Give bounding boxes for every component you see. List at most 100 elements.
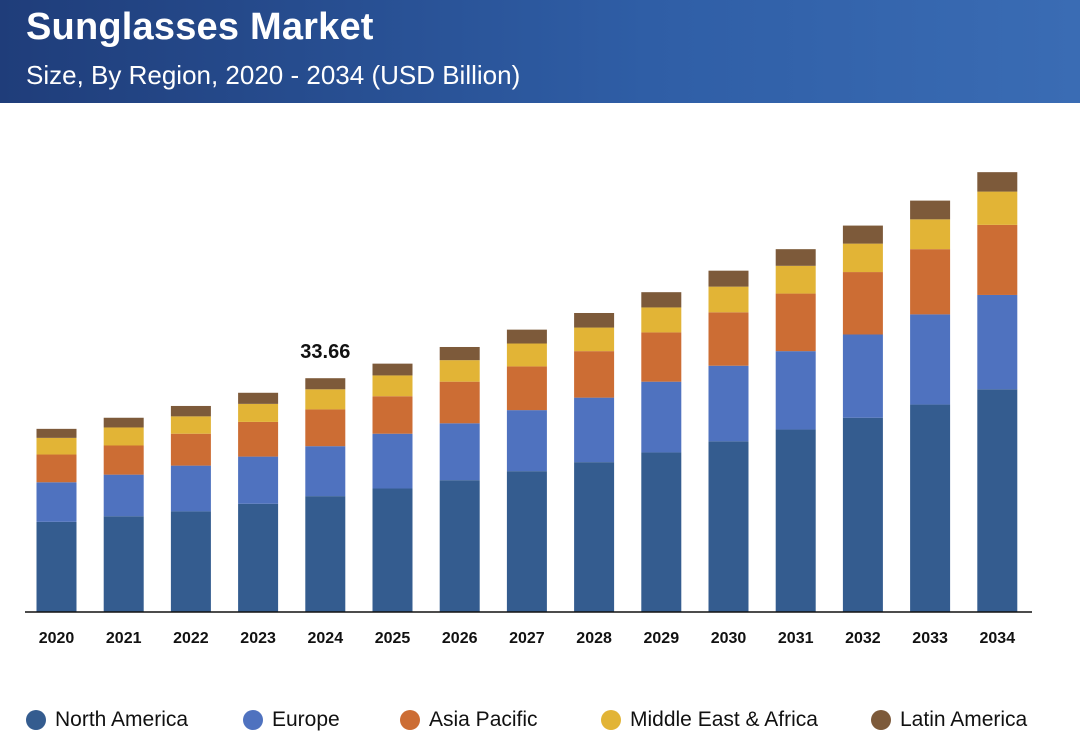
bar-europe-2027 bbox=[506, 410, 547, 472]
chart-subtitle: Size, By Region, 2020 - 2034 (USD Billio… bbox=[26, 60, 521, 90]
bar-stack-2031 bbox=[775, 249, 816, 612]
x-tick-label: 2024 bbox=[308, 630, 344, 647]
x-tick-label: 2028 bbox=[576, 630, 612, 647]
bar-latin-america-2030 bbox=[708, 270, 749, 287]
legend-item: North America bbox=[26, 706, 188, 734]
bar-latin-america-2020 bbox=[36, 428, 77, 438]
bar-asia-pacific-2029 bbox=[641, 332, 682, 382]
bar-north-america-2025 bbox=[372, 488, 413, 612]
bar-middle-east-africa-2033 bbox=[910, 219, 951, 250]
legend-label: Latin America bbox=[900, 708, 1028, 731]
bar-stack-2028 bbox=[574, 312, 615, 612]
bar-north-america-2020 bbox=[36, 521, 77, 612]
bar-europe-2031 bbox=[775, 351, 816, 430]
bar-stack-2029 bbox=[641, 292, 682, 612]
bar-asia-pacific-2027 bbox=[506, 366, 547, 411]
legend-item: Latin America bbox=[871, 706, 1027, 734]
bar-stack-2027 bbox=[506, 329, 547, 612]
chart-legend: North America Europe Asia Pacific Middle Ea… bbox=[0, 700, 1080, 740]
chart-header: Sunglasses Market Size, By Region, 2020 … bbox=[0, 0, 1080, 103]
bar-stack-2024 bbox=[305, 378, 346, 612]
bar-middle-east-africa-2029 bbox=[641, 307, 682, 333]
bar-middle-east-africa-2021 bbox=[103, 427, 144, 446]
bar-europe-2034 bbox=[977, 294, 1018, 390]
legend-swatch bbox=[400, 710, 420, 730]
bar-north-america-2024 bbox=[305, 496, 346, 612]
bar-middle-east-africa-2024 bbox=[305, 389, 346, 410]
legend-swatch bbox=[243, 710, 263, 730]
bar-europe-2028 bbox=[574, 397, 615, 463]
bar-middle-east-africa-2027 bbox=[506, 343, 547, 367]
x-tick-label: 2034 bbox=[980, 630, 1016, 647]
x-tick-label: 2026 bbox=[442, 630, 478, 647]
legend-item: Middle East & Africa bbox=[601, 706, 818, 734]
bar-middle-east-africa-2020 bbox=[36, 437, 77, 455]
bar-middle-east-africa-2022 bbox=[170, 416, 211, 434]
bar-stack-2022 bbox=[170, 405, 211, 612]
bar-north-america-2032 bbox=[842, 417, 883, 612]
bar-north-america-2028 bbox=[574, 462, 615, 612]
legend-swatch bbox=[601, 710, 621, 730]
bar-europe-2025 bbox=[372, 433, 413, 489]
bar-latin-america-2023 bbox=[238, 392, 279, 404]
bar-asia-pacific-2022 bbox=[170, 433, 211, 466]
bar-north-america-2029 bbox=[641, 452, 682, 612]
bar-europe-2026 bbox=[439, 423, 480, 481]
bar-stack-2021 bbox=[103, 417, 144, 612]
bar-middle-east-africa-2031 bbox=[775, 265, 816, 294]
bar-middle-east-africa-2030 bbox=[708, 286, 749, 313]
x-tick-label: 2029 bbox=[644, 630, 680, 647]
x-tick-label: 2027 bbox=[509, 630, 545, 647]
bar-middle-east-africa-2025 bbox=[372, 375, 413, 397]
x-tick-label: 2021 bbox=[106, 630, 142, 647]
bar-latin-america-2025 bbox=[372, 363, 413, 376]
bar-latin-america-2031 bbox=[775, 249, 816, 266]
bar-middle-east-africa-2032 bbox=[842, 243, 883, 273]
bar-asia-pacific-2034 bbox=[977, 224, 1018, 295]
bar-latin-america-2033 bbox=[910, 200, 951, 220]
bar-europe-2024 bbox=[305, 446, 346, 497]
x-tick-label: 2022 bbox=[173, 630, 209, 647]
bar-latin-america-2026 bbox=[439, 346, 480, 361]
bar-europe-2033 bbox=[910, 314, 951, 405]
bar-north-america-2031 bbox=[775, 429, 816, 612]
bar-stack-2023 bbox=[238, 392, 279, 612]
bar-asia-pacific-2033 bbox=[910, 249, 951, 315]
bar-north-america-2023 bbox=[238, 503, 279, 612]
x-tick-label: 2033 bbox=[912, 630, 948, 647]
bar-asia-pacific-2023 bbox=[238, 421, 279, 457]
chart-title: Sunglasses Market bbox=[26, 6, 374, 48]
bar-north-america-2027 bbox=[506, 471, 547, 612]
bar-latin-america-2021 bbox=[103, 417, 144, 428]
bar-north-america-2034 bbox=[977, 389, 1018, 612]
bar-latin-america-2027 bbox=[506, 329, 547, 344]
bar-north-america-2030 bbox=[708, 441, 749, 612]
bar-asia-pacific-2020 bbox=[36, 454, 77, 483]
bar-asia-pacific-2030 bbox=[708, 312, 749, 366]
bar-stack-2020 bbox=[36, 428, 77, 612]
bar-stack-2032 bbox=[842, 225, 883, 612]
bar-stack-2030 bbox=[708, 270, 749, 612]
bar-asia-pacific-2028 bbox=[574, 351, 615, 398]
bar-middle-east-africa-2028 bbox=[574, 327, 615, 352]
legend-item: Europe bbox=[243, 706, 340, 734]
legend-label: Asia Pacific bbox=[429, 708, 538, 731]
x-tick-label: 2031 bbox=[778, 630, 814, 647]
bar-north-america-2021 bbox=[103, 516, 144, 612]
legend-label: Europe bbox=[272, 708, 340, 731]
x-tick-label: 2020 bbox=[39, 630, 75, 647]
bar-europe-2029 bbox=[641, 381, 682, 453]
bar-europe-2032 bbox=[842, 334, 883, 418]
x-tick-label: 2032 bbox=[845, 630, 881, 647]
bar-asia-pacific-2025 bbox=[372, 396, 413, 434]
bar-latin-america-2024 bbox=[305, 378, 346, 390]
bar-asia-pacific-2021 bbox=[103, 445, 144, 475]
bar-asia-pacific-2024 bbox=[305, 409, 346, 447]
bar-north-america-2033 bbox=[910, 404, 951, 612]
bar-europe-2021 bbox=[103, 474, 144, 517]
x-tick-label: 2023 bbox=[240, 630, 276, 647]
x-tick-label: 2030 bbox=[711, 630, 747, 647]
bar-latin-america-2028 bbox=[574, 312, 615, 328]
bar-asia-pacific-2032 bbox=[842, 272, 883, 335]
legend-label: North America bbox=[55, 708, 189, 731]
